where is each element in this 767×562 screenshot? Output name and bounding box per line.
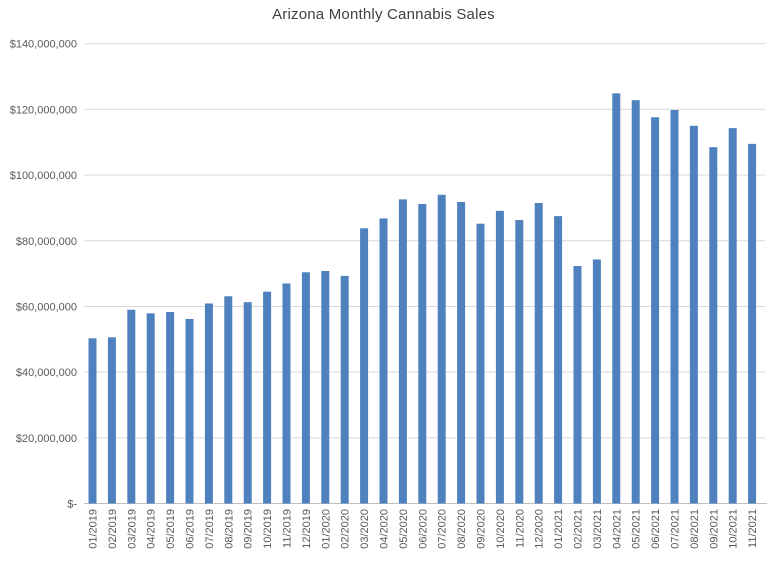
x-axis-tick-label: 05/2021: [631, 509, 643, 549]
x-axis-tick-label: 07/2019: [204, 509, 216, 549]
bar-02-2020: [340, 275, 349, 504]
x-axis-tick-label: 12/2020: [534, 509, 546, 549]
bar-12-2020: [534, 202, 543, 504]
y-axis-tick-label: $120,000,000: [10, 104, 77, 116]
x-axis-tick-label: 08/2021: [689, 509, 701, 549]
x-axis-tick-label: 06/2019: [185, 509, 197, 549]
chart-title: Arizona Monthly Cannabis Sales: [272, 6, 495, 23]
bar-03-2021: [592, 259, 601, 504]
x-axis-tick-label: 04/2020: [379, 509, 391, 549]
bar-08-2021: [689, 125, 698, 504]
bar-02-2019: [107, 337, 116, 504]
bar-09-2019: [243, 302, 252, 504]
bar-09-2020: [476, 223, 485, 504]
x-axis-tick-label: 03/2019: [126, 509, 138, 549]
y-axis-tick-label: $140,000,000: [10, 39, 77, 51]
bar-05-2019: [166, 312, 175, 504]
x-axis-tick-label: 03/2021: [592, 509, 604, 549]
bar-10-2020: [495, 210, 504, 504]
bar-12-2019: [301, 272, 310, 504]
bar-01-2021: [554, 216, 563, 504]
bar-07-2021: [670, 110, 679, 504]
bar-03-2020: [360, 228, 369, 504]
x-axis-tick-label: 11/2020: [514, 509, 526, 548]
x-axis-tick-label: 11/2021: [747, 509, 759, 548]
bar-01-2019: [88, 338, 97, 504]
y-axis-tick-label: $80,000,000: [16, 236, 77, 248]
x-axis-tick-label: 02/2019: [107, 509, 119, 549]
bar-07-2019: [204, 303, 213, 504]
x-axis-tick-label: 01/2021: [553, 509, 565, 549]
x-axis-tick-label: 05/2020: [398, 509, 410, 549]
bar-10-2019: [263, 291, 272, 504]
bar-11-2020: [515, 220, 524, 504]
x-axis-tick-label: 04/2019: [146, 509, 158, 549]
x-axis-tick-label: 01/2020: [320, 509, 332, 549]
y-axis-tick-label: $60,000,000: [16, 301, 77, 313]
x-axis-tick-label: 10/2020: [495, 509, 507, 549]
x-axis-tick-label: 07/2021: [670, 509, 682, 549]
x-axis-tick-label: 12/2019: [301, 509, 313, 549]
bar-02-2021: [573, 266, 582, 504]
bar-01-2020: [321, 270, 330, 504]
bar-05-2020: [398, 199, 407, 504]
bar-04-2021: [612, 93, 621, 504]
bar-05-2021: [631, 100, 640, 504]
bar-04-2020: [379, 218, 388, 504]
bar-09-2021: [709, 147, 718, 504]
x-axis-tick-label: 03/2020: [359, 509, 371, 549]
bar-03-2019: [127, 309, 136, 504]
y-axis-tick-label: $-: [67, 499, 77, 511]
x-axis-tick-label: 07/2020: [437, 509, 449, 549]
x-axis-tick-label: 11/2019: [282, 509, 294, 548]
x-axis-tick-label: 02/2020: [340, 509, 352, 549]
x-axis-tick-label: 06/2021: [650, 509, 662, 549]
bar-06-2021: [651, 117, 660, 504]
bar-08-2020: [457, 202, 466, 504]
bar-04-2019: [146, 313, 155, 504]
y-axis-tick-label: $100,000,000: [10, 170, 77, 182]
x-axis-tick-label: 06/2020: [417, 509, 429, 549]
x-axis-tick-label: 10/2021: [728, 509, 740, 549]
x-axis-tick-label: 04/2021: [611, 509, 623, 549]
x-axis-tick-label: 08/2019: [223, 509, 235, 549]
bar-11-2019: [282, 283, 291, 504]
bar-10-2021: [728, 128, 737, 504]
x-axis-tick-label: 09/2021: [708, 509, 720, 549]
y-axis-tick-label: $40,000,000: [16, 367, 77, 379]
x-axis-tick-label: 09/2020: [476, 509, 488, 549]
x-axis-tick-label: 05/2019: [165, 509, 177, 549]
bar-06-2019: [185, 318, 194, 504]
x-axis-tick-label: 01/2019: [88, 509, 100, 549]
x-axis-tick-label: 08/2020: [456, 509, 468, 549]
bar-07-2020: [437, 194, 446, 504]
bar-06-2020: [418, 203, 427, 504]
y-axis-tick-label: $20,000,000: [16, 433, 77, 445]
x-axis-tick-label: 10/2019: [262, 509, 274, 549]
x-axis-tick-label: 09/2019: [243, 509, 255, 549]
bar-08-2019: [224, 296, 233, 504]
x-axis-tick-label: 02/2021: [573, 509, 585, 549]
bar-11-2021: [748, 143, 757, 504]
